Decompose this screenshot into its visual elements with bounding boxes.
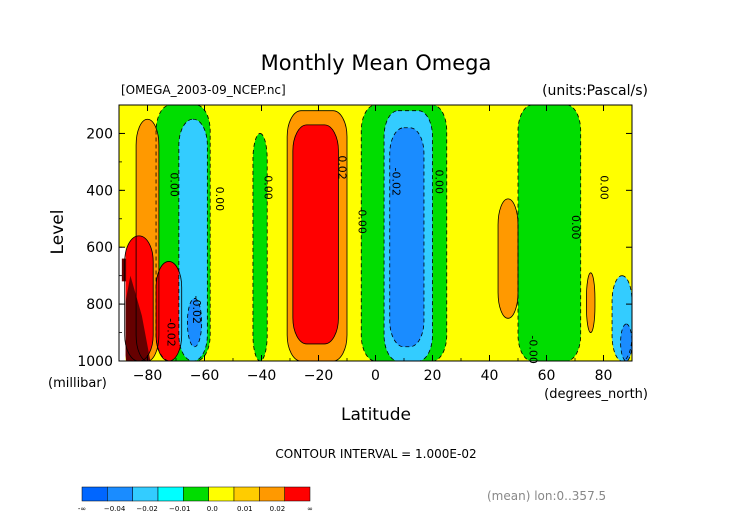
region-orange-nh-pool <box>498 198 518 319</box>
colorbar-label-5: 0.01 <box>237 505 253 513</box>
region-red-sh-subpolar <box>156 261 182 361</box>
colorbar-label-4: 0.0 <box>207 505 218 513</box>
contour-label-3: -0.02 <box>164 318 177 346</box>
units-label: (units:Pascal/s) <box>542 83 648 99</box>
contour-label-7: -0.02 <box>390 168 403 196</box>
contour-label-10: 0.00 <box>598 175 611 200</box>
contour-label-1: 0.00 <box>213 187 226 212</box>
colorbar: -∞ −0.04 −0.02 −0.01 0.0 0.01 0.02 ∞ <box>78 486 313 513</box>
contour-interval: CONTOUR INTERVAL = 1.000E-02 <box>275 447 476 461</box>
x-tick-label-0: −80 <box>133 368 163 384</box>
region-orange-nh-streak <box>586 272 595 333</box>
x-tick-label-3: −20 <box>304 368 334 384</box>
chart-title: Monthly Mean Omega <box>261 51 492 75</box>
x-tick-label-8: 80 <box>595 368 613 384</box>
colorbar-label-2: −0.02 <box>136 505 157 513</box>
mean-note: (mean) lon:0..357.5 <box>487 489 606 503</box>
x-tick-label-1: −60 <box>190 368 220 384</box>
contour-line-blue-nh-polar <box>620 323 633 362</box>
region-blue-nh-polar <box>620 324 632 361</box>
colorbar-swatch-1 <box>107 486 133 502</box>
colorbar-swatch-2 <box>132 486 159 502</box>
contour-label-9: 0.00 <box>569 215 582 240</box>
colorbar-swatch-4 <box>183 486 209 502</box>
region-cyan-sh-column <box>178 119 208 361</box>
contour-label-6: 0.00 <box>355 209 368 234</box>
x-axis-label: Latitude <box>341 405 411 425</box>
colorbar-label-1: −0.04 <box>104 505 126 513</box>
colorbar-label-6: 0.02 <box>270 505 286 513</box>
contour-line-orange-nh-pool <box>497 198 519 319</box>
region-blue-sh-low <box>187 298 202 347</box>
region-green-band-nh-mid <box>518 105 581 361</box>
plot-area: 0.00 0.00 -0.02 -0.02 0.00 0.02 0.00 -0.02 0.00 0… <box>118 104 633 364</box>
region-green-band-sh-mid <box>252 133 268 361</box>
contour-label-11: -0.00 <box>526 335 539 363</box>
colorbar-swatch-8 <box>284 486 311 502</box>
contour-line-orange-nh-streak <box>586 272 596 333</box>
x-axis-units: (degrees_north) <box>544 387 648 402</box>
y-tick-label-0: 200 <box>86 126 113 142</box>
region-blue-itcz <box>389 127 424 347</box>
x-tick-label-4: 0 <box>371 368 380 384</box>
colorbar-label-0: -∞ <box>78 505 86 513</box>
x-tick-label-7: 60 <box>538 368 556 384</box>
y-axis-label: Level <box>48 210 68 255</box>
colorbar-swatch-0 <box>81 486 108 502</box>
contour-line-blue-itcz <box>389 127 425 348</box>
contour-line-red-sh-subtropic <box>292 124 339 345</box>
file-label: [OMEGA_2003-09_NCEP.nc] <box>121 83 286 97</box>
x-tick-label-2: −40 <box>247 368 277 384</box>
contour-label-2: -0.02 <box>190 296 203 324</box>
colorbar-swatch-6 <box>233 486 260 502</box>
colorbar-swatch-3 <box>157 486 184 502</box>
contour-label-5: 0.02 <box>335 155 348 180</box>
region-red-sh-subtropic <box>292 124 339 344</box>
contour-line-cyan-itcz <box>383 110 433 362</box>
colorbar-label-7: ∞ <box>307 505 313 513</box>
y-tick-label-4: 1000 <box>77 354 113 370</box>
contour-label-4: 0.00 <box>261 175 274 200</box>
y-axis-units: (millibar) <box>48 376 107 391</box>
contour-label-0: 0.00 <box>167 172 180 197</box>
y-tick-label-1: 400 <box>86 183 113 199</box>
x-tick-label-6: 40 <box>481 368 499 384</box>
x-tick-label-5: 20 <box>424 368 442 384</box>
contour-label-8: 0.00 <box>432 170 445 195</box>
colorbar-swatch-7 <box>259 486 285 502</box>
y-tick-label-3: 800 <box>86 297 113 313</box>
colorbar-swatch-5 <box>208 486 235 502</box>
polar-dense-contours-edge <box>121 258 127 282</box>
colorbar-label-3: −0.01 <box>169 505 190 513</box>
y-axis: 200 400 600 800 1000 <box>77 104 632 370</box>
y-tick-label-2: 600 <box>86 240 113 256</box>
x-axis: −80 −60 −40 −20 0 20 40 60 80 <box>118 105 633 384</box>
contour-line-blue-sh-low <box>186 298 203 348</box>
